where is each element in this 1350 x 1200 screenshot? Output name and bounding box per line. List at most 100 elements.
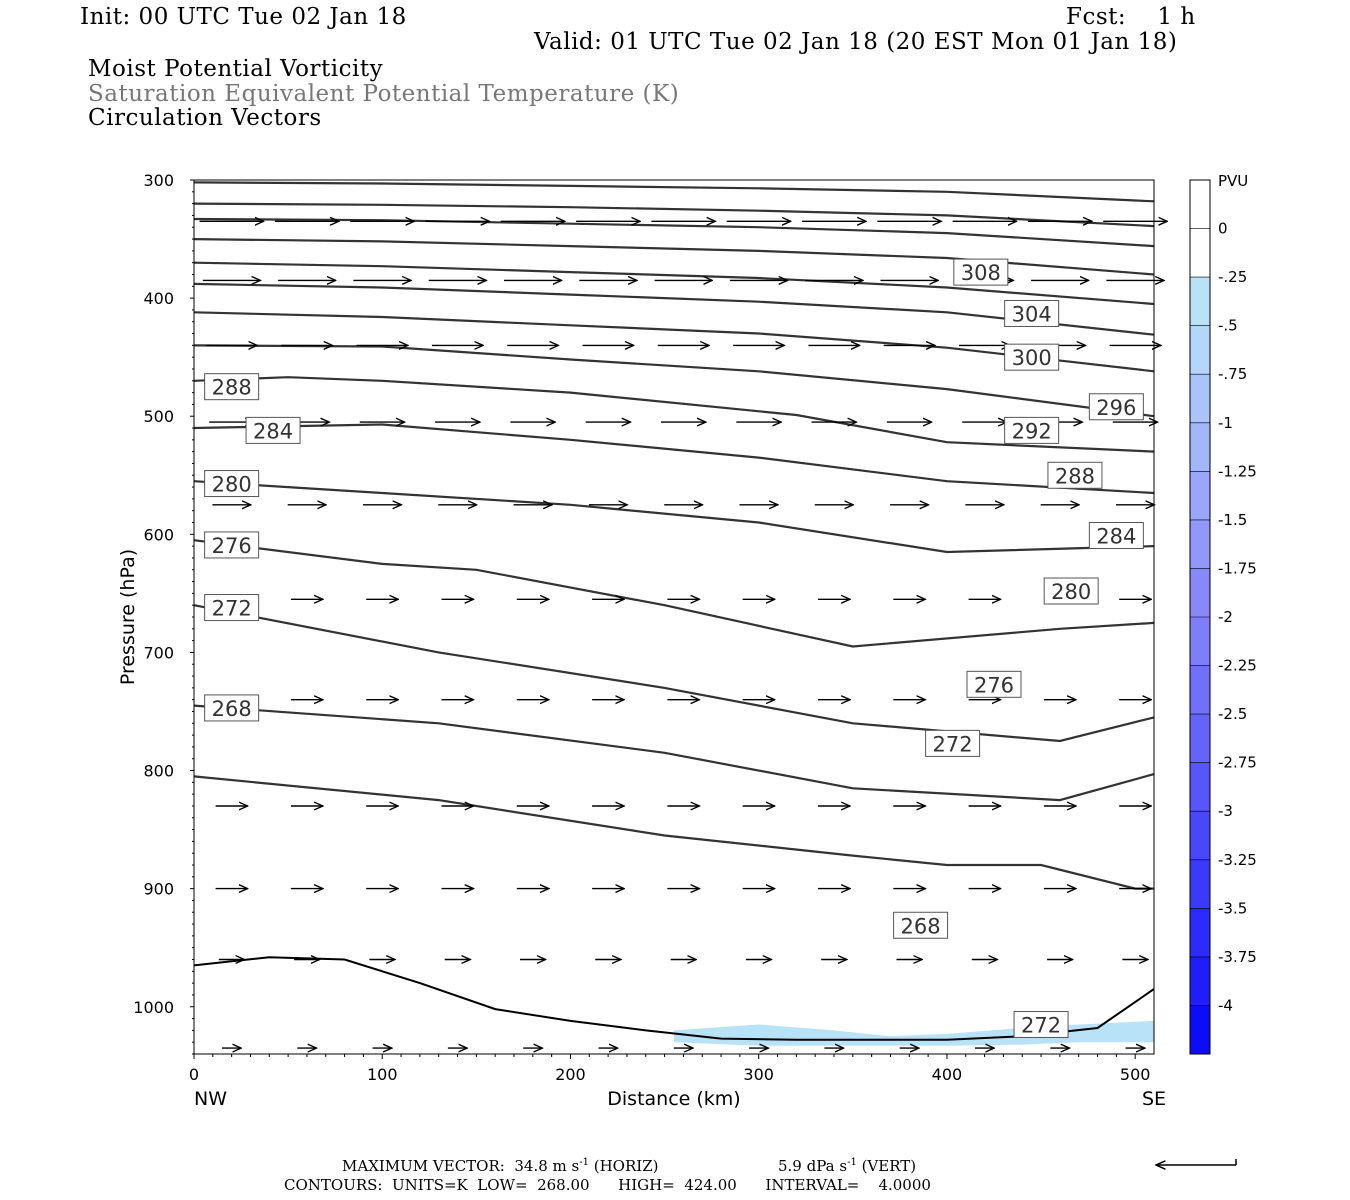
colorbar-swatch [1190, 1005, 1210, 1055]
colorbar-swatch [1190, 277, 1210, 326]
y-tick-label: 400 [143, 289, 174, 308]
colorbar-level-label: -3.25 [1218, 851, 1257, 869]
y-tick-label: 600 [143, 525, 174, 544]
colorbar-level-label: -2.25 [1218, 657, 1257, 675]
pv-shade-0 [674, 1020, 1154, 1046]
contour-label-text: 284 [1096, 525, 1136, 549]
x-left-end-label: NW [194, 1088, 227, 1110]
contour-label-box [1004, 343, 1060, 371]
colorbar-level-label: -.25 [1218, 268, 1247, 286]
colorbar-swatch [1190, 956, 1210, 1006]
thetae-contour-7 [193, 344, 1155, 418]
thetae-contour-8 [193, 376, 1155, 453]
y-tick-label: 300 [143, 171, 174, 190]
colorbar-swatch [1190, 180, 1210, 229]
x-tick-label: 300 [743, 1065, 774, 1084]
contour-label-box [1004, 416, 1060, 444]
thetae-contour-6 [193, 311, 1155, 373]
contour-info: CONTOURS: UNITS=K LOW= 268.00 HIGH= 424.… [284, 1176, 931, 1194]
colorbar-swatch [1190, 908, 1210, 958]
contour-label-box [204, 694, 260, 722]
y-tick-label: 700 [143, 643, 174, 662]
colorbar-swatch [1190, 714, 1210, 763]
colorbar-swatch [1190, 228, 1210, 278]
contour-label-box [204, 470, 260, 498]
x-axis-label: Distance (km) [607, 1088, 740, 1110]
x-tick-label: 500 [1120, 1065, 1151, 1084]
reference-vector [1156, 1159, 1237, 1165]
colorbar-swatch [1190, 519, 1210, 569]
colorbar-swatch [1190, 568, 1210, 618]
contour-label-box [204, 531, 260, 559]
contour-label-304: 304 [1004, 299, 1060, 327]
colorbar-level-label: -3.75 [1218, 948, 1257, 966]
colorbar-level-label: -1.75 [1218, 559, 1257, 577]
contour-label-text: 280 [212, 473, 252, 497]
max-vector-vert: 5.9 dPa s-1 (VERT) [778, 1157, 917, 1175]
contour-label-text: 272 [933, 732, 973, 756]
thetae-contour-11 [193, 539, 1155, 648]
colorbar-swatch [1190, 471, 1210, 521]
contour-label-276: 276 [966, 670, 1022, 698]
contour-label-text: 272 [212, 597, 252, 621]
colorbar-level-label: -3.5 [1218, 899, 1247, 917]
contour-label-box [1013, 1010, 1069, 1038]
contour-label-text: 288 [212, 376, 252, 400]
axes-layer: 300 400 500 600 700 800 900 1000 0 100 200 300 400 50… [133, 171, 1150, 1084]
y-axis-label: Pressure (hPa) [117, 549, 139, 685]
thetae-contour-4 [193, 261, 1155, 306]
colorbar-swatch [1190, 374, 1210, 424]
contour-label-text: 300 [1012, 346, 1052, 370]
forecast-hour: Fcst: 1 h [1066, 4, 1196, 30]
contour-label-box [1088, 393, 1144, 421]
contour-label-box [204, 373, 260, 401]
contour-label-box [204, 594, 260, 622]
thetae-contour-10 [193, 480, 1155, 554]
contour-label-text: 268 [212, 697, 252, 721]
y-tick-label: 500 [143, 407, 174, 426]
colorbar-level-label: -3 [1218, 802, 1233, 820]
x-tick-label: 0 [189, 1065, 199, 1084]
colorbar-swatch [1190, 859, 1210, 909]
contour-label-text: 280 [1051, 580, 1091, 604]
contour-label-276: 276 [204, 531, 260, 559]
thetae-contour-1 [193, 202, 1155, 228]
colorbar-swatch [1190, 665, 1210, 715]
field-vectors-title: Circulation Vectors [88, 105, 322, 131]
contour-label-280: 280 [204, 470, 260, 498]
contour-label-box [966, 670, 1022, 698]
vector-layer [199, 221, 1168, 1048]
y-tick-label: 800 [143, 762, 174, 781]
y-tick-label: 900 [143, 880, 174, 899]
contour-label-292: 292 [1004, 416, 1060, 444]
contour-label-272: 272 [925, 729, 981, 757]
thetae-contour-layer [193, 181, 1155, 890]
colorbar-unit: PVU [1218, 172, 1248, 190]
contour-label-text: 296 [1096, 396, 1136, 420]
pv-shading-layer [674, 1020, 1154, 1046]
colorbar-level-label: -.5 [1218, 317, 1238, 335]
contour-label-308: 308 [953, 258, 1009, 286]
colorbar-level-label: -.75 [1218, 365, 1247, 383]
x-tick-label: 400 [932, 1065, 963, 1084]
contour-label-text: 288 [1055, 464, 1095, 488]
contour-label-box [1004, 299, 1060, 327]
colorbar: PVU 0 -.25 -.5 -.75 -1 -1.25 -1.5 -1.75 -2 -2.25 -2… [1189, 172, 1257, 1055]
contour-label-284: 284 [245, 416, 301, 444]
colorbar-level-label: -2 [1218, 608, 1233, 626]
terrain-layer [193, 956, 1155, 1041]
contour-label-300: 300 [1004, 343, 1060, 371]
contour-label-text: 308 [961, 261, 1001, 285]
thetae-contour-13 [193, 704, 1155, 802]
thetae-contour-0 [193, 181, 1155, 203]
thetae-contour-14 [193, 775, 1154, 890]
valid-time: Valid: 01 UTC Tue 02 Jan 18 (20 EST Mon … [534, 29, 1178, 55]
field-pv-title: Moist Potential Vorticity [88, 56, 384, 82]
contour-label-288: 288 [1047, 461, 1103, 489]
contour-label-text: 276 [212, 534, 252, 558]
max-vector-line: MAXIMUM VECTOR: 34.8 m s-1 (HORIZ) [342, 1157, 659, 1175]
contour-label-284: 284 [1088, 522, 1144, 550]
thetae-contour-9 [193, 423, 1155, 495]
colorbar-level-label: -2.75 [1218, 754, 1257, 772]
